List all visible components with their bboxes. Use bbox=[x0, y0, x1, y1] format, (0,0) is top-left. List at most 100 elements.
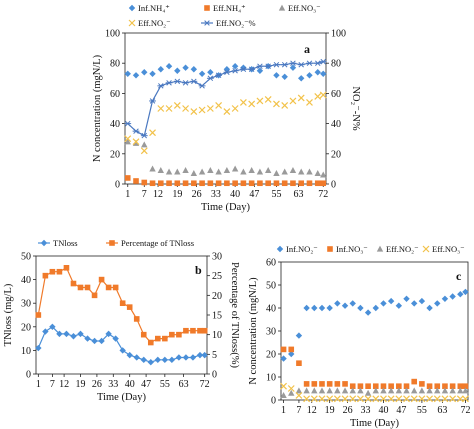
data-point bbox=[201, 327, 208, 334]
data-point bbox=[157, 167, 164, 174]
x-tick-label: 7 bbox=[142, 189, 147, 200]
data-point-stroke bbox=[191, 78, 197, 85]
data-point bbox=[191, 180, 197, 187]
data-point-stroke bbox=[462, 395, 469, 403]
data-point bbox=[248, 100, 256, 108]
data-point-stroke bbox=[314, 60, 321, 66]
data-point bbox=[349, 300, 356, 307]
data-point bbox=[124, 135, 132, 143]
data-point bbox=[196, 351, 204, 359]
data-point bbox=[357, 304, 364, 312]
legend-marker bbox=[109, 240, 115, 246]
data-point bbox=[457, 387, 464, 394]
data-point-stroke bbox=[264, 96, 272, 103]
data-point-stroke bbox=[356, 395, 364, 403]
data-point bbox=[175, 354, 183, 361]
data-point bbox=[256, 168, 264, 175]
y2-tick-label: 80 bbox=[331, 59, 341, 70]
legend-marker bbox=[276, 245, 284, 253]
data-point bbox=[264, 167, 272, 174]
data-point-stroke bbox=[240, 66, 247, 72]
data-point bbox=[124, 175, 131, 181]
legend-label: Inf.NO₃⁻ bbox=[336, 244, 368, 254]
data-point bbox=[149, 165, 156, 172]
data-point bbox=[319, 58, 327, 65]
data-point bbox=[223, 69, 231, 76]
data-point bbox=[84, 284, 91, 291]
data-point bbox=[77, 330, 84, 338]
data-point bbox=[231, 63, 239, 70]
data-point bbox=[318, 304, 326, 312]
data-point-stroke bbox=[298, 61, 304, 68]
data-point bbox=[403, 295, 410, 302]
series-0 bbox=[280, 288, 469, 362]
data-point bbox=[298, 180, 305, 187]
data-point bbox=[70, 280, 77, 287]
y-tick-label: 20 bbox=[21, 322, 31, 333]
data-point bbox=[126, 304, 133, 310]
data-point-stroke bbox=[190, 108, 198, 115]
data-point-stroke bbox=[133, 128, 139, 134]
data-point bbox=[314, 69, 321, 76]
x-tick-label: 72 bbox=[200, 379, 210, 390]
data-point bbox=[303, 387, 310, 394]
data-point bbox=[165, 80, 173, 86]
data-point bbox=[42, 272, 49, 279]
data-point bbox=[190, 327, 196, 334]
data-point-stroke bbox=[456, 395, 464, 403]
data-point bbox=[248, 167, 255, 174]
x-tick-label: 12 bbox=[307, 405, 317, 416]
data-point bbox=[91, 337, 98, 345]
data-point bbox=[157, 180, 164, 187]
data-point-stroke bbox=[349, 395, 357, 403]
data-point bbox=[169, 331, 175, 338]
data-point bbox=[273, 180, 280, 187]
data-point bbox=[198, 106, 206, 114]
data-point bbox=[320, 70, 327, 77]
data-point bbox=[372, 383, 379, 389]
data-point bbox=[35, 312, 42, 318]
data-point bbox=[303, 304, 310, 312]
x-tick-label: 1 bbox=[125, 189, 130, 200]
data-point bbox=[411, 378, 418, 385]
y2-axis-label: Percentage of TNloss(%) bbox=[229, 262, 240, 368]
x-tick-label: 33 bbox=[361, 405, 371, 416]
y-tick-label: 30 bbox=[21, 299, 31, 310]
data-point bbox=[140, 331, 147, 338]
data-point bbox=[449, 293, 456, 300]
data-point-stroke bbox=[207, 75, 214, 82]
data-point bbox=[306, 60, 313, 66]
data-point bbox=[288, 389, 295, 396]
data-point bbox=[231, 165, 239, 172]
data-point-stroke bbox=[364, 395, 372, 403]
y2-tick-label: 20 bbox=[331, 149, 341, 160]
data-point bbox=[462, 288, 469, 296]
x-tick-label: 26 bbox=[92, 379, 102, 390]
legend-marker bbox=[128, 19, 136, 27]
data-point bbox=[395, 387, 403, 394]
data-point bbox=[306, 180, 313, 187]
data-point bbox=[364, 389, 372, 396]
data-point bbox=[215, 168, 222, 175]
data-point bbox=[165, 63, 173, 70]
panel-a-chart: 1 7 12 19 26 33 40 47 55 63 7202040608010002040608… bbox=[92, 3, 361, 213]
x-tick-label: 72 bbox=[460, 405, 470, 416]
data-point bbox=[411, 387, 418, 394]
data-point bbox=[198, 70, 206, 77]
data-point bbox=[132, 139, 140, 146]
data-point bbox=[311, 387, 318, 394]
data-point-stroke bbox=[273, 100, 280, 108]
data-point bbox=[387, 395, 395, 403]
data-point-stroke bbox=[426, 395, 433, 403]
data-point bbox=[199, 180, 205, 187]
data-point bbox=[380, 387, 387, 394]
data-point bbox=[149, 180, 156, 187]
legend-label: Inf.NO₂⁻ bbox=[286, 244, 318, 254]
x-axis-label: Time (Day) bbox=[97, 392, 146, 403]
data-point bbox=[281, 73, 288, 80]
x-tick-label: 72 bbox=[318, 189, 328, 200]
data-point bbox=[56, 268, 63, 275]
data-point bbox=[281, 61, 289, 68]
data-point-stroke bbox=[232, 67, 238, 74]
data-point bbox=[364, 309, 372, 316]
